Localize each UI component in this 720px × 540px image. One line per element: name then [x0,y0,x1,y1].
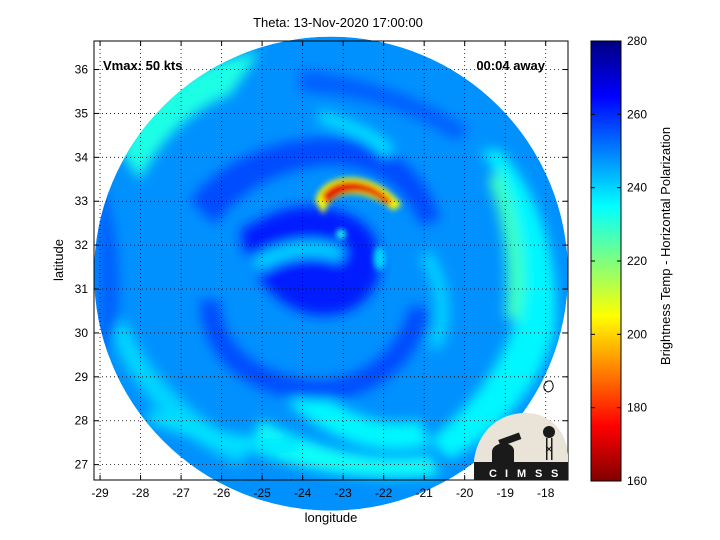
y-tick-label: 31 [75,282,89,296]
colorbar-tick-label: 180 [627,401,647,415]
y-tick-label: 36 [75,63,89,77]
x-tick-label: -24 [294,486,312,500]
y-tick-label: 32 [75,238,89,252]
colorbar-tick-label: 200 [627,327,647,341]
y-tick-label: 30 [75,326,89,340]
y-tick-label: 34 [75,150,89,164]
x-tick-label: -23 [334,486,352,500]
logo-letter-s2: S [551,468,558,480]
x-tick-label: -27 [172,486,190,500]
x-tick-label: -26 [213,486,231,500]
logo-letter-c: C [489,468,497,480]
colorbar-ticks: 160 180 200 220 240 260 280 [591,34,647,488]
x-axis-ticks: -29 -28 -27 -26 -25 -24 -23 -22 -21 -20 -19 -18 [91,41,555,500]
time-away-annotation: 00:04 away [476,58,545,73]
y-tick-label: 33 [75,194,89,208]
colorbar: 160 180 200 220 240 260 280 Brightness Temp - … [590,34,673,488]
colorbar-tick-label: 280 [627,34,647,48]
colorbar-tick-label: 260 [627,107,647,121]
plot-title: Theta: 13-Nov-2020 17:00:00 [253,15,423,30]
y-axis-label: latitude [51,239,66,281]
x-tick-label: -29 [91,486,109,500]
x-tick-label: -22 [375,486,393,500]
colorbar-label: Brightness Temp - Horizontal Polarizatio… [658,127,673,365]
logo-letter-m: M [517,468,526,480]
y-tick-label: 27 [75,458,89,472]
colorbar-gradient [590,40,622,482]
x-axis-label: longitude [305,510,358,525]
axes-frame [93,40,569,481]
x-tick-label: -21 [416,486,434,500]
x-tick-label: -25 [253,486,271,500]
small-outline-marker [543,380,554,393]
y-tick-label: 28 [75,414,89,428]
x-tick-label: -28 [132,486,150,500]
vmax-annotation: Vmax: 50 kts [103,58,183,73]
colorbar-tick-label: 220 [627,254,647,268]
x-tick-label: -18 [537,486,555,500]
colorbar-tick-label: 160 [627,474,647,488]
y-tick-label: 29 [75,370,89,384]
grid-lines [94,41,568,480]
x-tick-label: -20 [456,486,474,500]
colorbar-tick-label: 240 [627,181,647,195]
y-tick-label: 35 [75,106,89,120]
logo-letter-i: I [505,468,508,480]
logo-letter-s1: S [535,468,542,480]
brightness-temp-swath [94,36,568,511]
cimss-logo: C I M S S [474,413,568,480]
x-tick-label: -19 [497,486,515,500]
y-axis-ticks: 27 28 29 30 31 32 33 34 35 36 [75,63,568,472]
